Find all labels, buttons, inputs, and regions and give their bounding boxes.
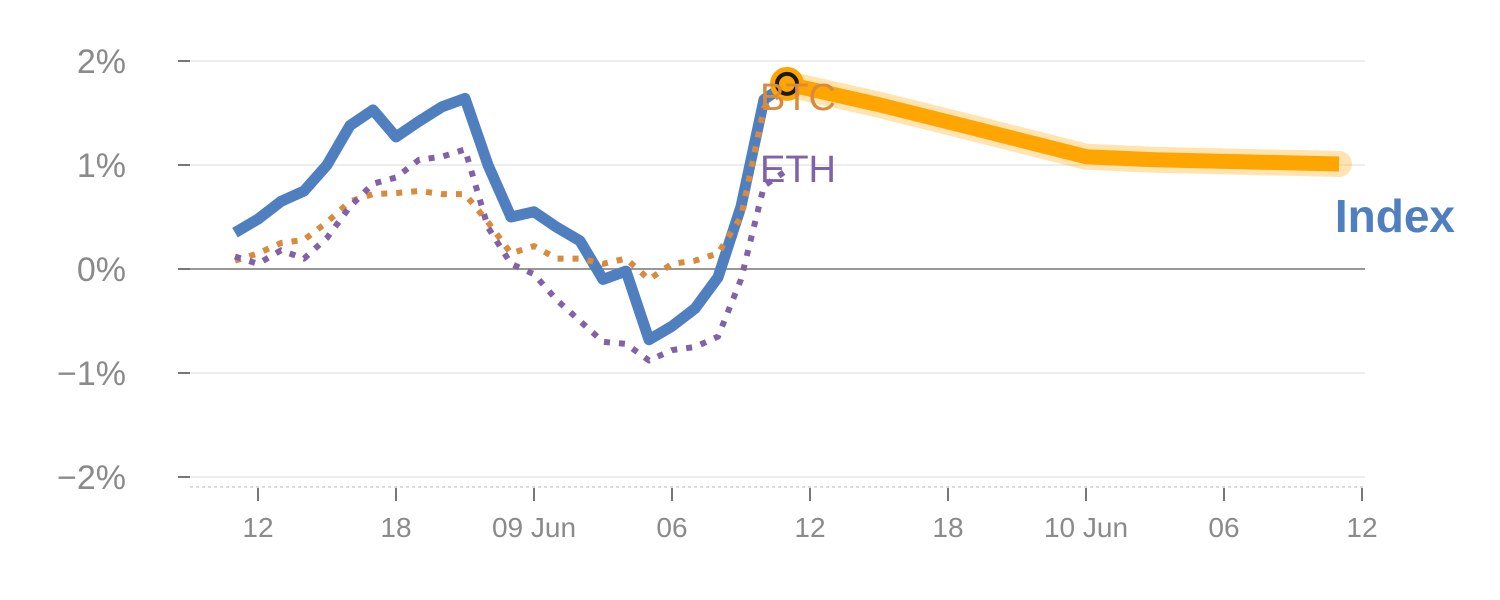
series-label-eth: ETH (760, 149, 836, 191)
x-tick-label: 12 (242, 512, 273, 543)
y-tick-label: −2% (57, 459, 126, 497)
series-label-index: Index (1335, 190, 1456, 242)
current-point-ring (775, 71, 799, 96)
x-tick-label: 18 (380, 512, 411, 543)
series-layer (232, 66, 1352, 364)
y-tick-label: 1% (77, 147, 126, 185)
labels-layer: BTC ETH Index (760, 77, 1455, 242)
current-point-marker (770, 66, 804, 101)
x-tick-label: 06 (1208, 512, 1239, 543)
x-tick-label: 12 (1346, 512, 1377, 543)
x-tick-label: 09 Jun (492, 512, 576, 543)
x-tick-label: 12 (794, 512, 825, 543)
x-tick-label: 18 (932, 512, 963, 543)
series-forecast-line (785, 76, 1340, 172)
y-tick-label: 2% (77, 43, 126, 81)
series-label-btc: BTC (760, 77, 836, 119)
y-tick-label: 0% (77, 251, 126, 289)
x-tick-label: 06 (656, 512, 687, 543)
axes: 2% 1% 0% −1% −2% 12 18 09 Jun 06 12 18 10 Jun 06 12 (57, 43, 1378, 543)
series-btc-line (234, 84, 790, 283)
series-eth-line (234, 146, 789, 364)
series-index-line (232, 79, 791, 346)
y-tick-label: −1% (57, 355, 126, 393)
gridlines (190, 60, 1365, 478)
x-tick-label: 10 Jun (1044, 512, 1128, 543)
